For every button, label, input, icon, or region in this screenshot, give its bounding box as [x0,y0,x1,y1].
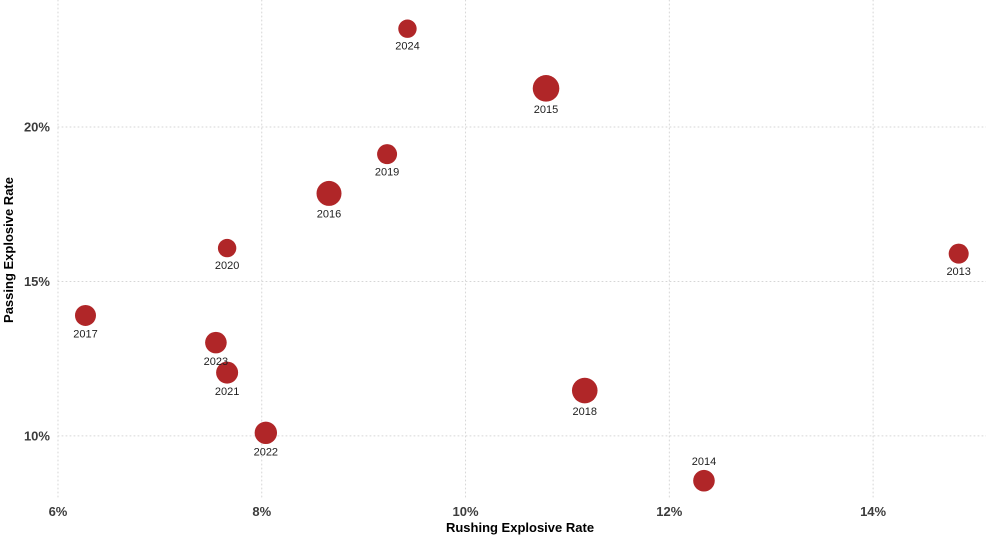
data-point-label-2021: 2021 [215,386,239,398]
data-point-label-2018: 2018 [573,406,597,418]
y-tick-label: 20% [24,119,50,134]
data-point-label-2024: 2024 [395,40,419,52]
data-point-label-2015: 2015 [534,104,558,116]
y-tick-label: 15% [24,274,50,289]
data-point-label-2013: 2013 [946,266,970,278]
y-tick-label: 10% [24,428,50,443]
data-point-2019[interactable] [377,144,398,165]
x-tick-label: 14% [860,504,886,519]
data-point-2013[interactable] [948,243,969,264]
x-tick-label: 12% [656,504,682,519]
x-tick-label: 10% [453,504,479,519]
data-point-label-2022: 2022 [254,447,278,459]
data-point-label-2020: 2020 [215,260,239,272]
data-point-label-2019: 2019 [375,167,399,179]
data-point-2020[interactable] [217,238,237,258]
gridlines [57,0,986,498]
x-tick-label: 8% [252,504,271,519]
y-axis-tick-labels: 10% 15% 20% [24,119,50,443]
data-point-2024[interactable] [398,19,417,38]
x-axis-tick-labels: 6% 8% 10% 12% 14% [49,504,887,519]
data-point-2018[interactable] [571,377,598,404]
data-point-label-2017: 2017 [73,328,97,340]
data-point-label-2023: 2023 [204,356,228,368]
data-point-2017[interactable] [74,304,96,326]
data-point-2022[interactable] [254,421,278,445]
data-point-label-2016: 2016 [317,208,341,220]
data-point-labels: 2013 2014 2015 2016 2017 2018 2019 2020 2021 2022… [73,40,971,467]
x-tick-label: 6% [49,504,68,519]
data-point-2016[interactable] [316,180,342,206]
data-point-label-2014: 2014 [692,456,716,468]
data-point-2014[interactable] [693,469,715,492]
data-points [74,19,969,492]
data-point-2015[interactable] [532,75,560,102]
y-axis-title: Passing Explosive Rate [1,177,16,323]
x-axis-title: Rushing Explosive Rate [446,520,594,535]
data-point-2023[interactable] [205,331,227,354]
data-point-2021[interactable] [216,361,239,384]
